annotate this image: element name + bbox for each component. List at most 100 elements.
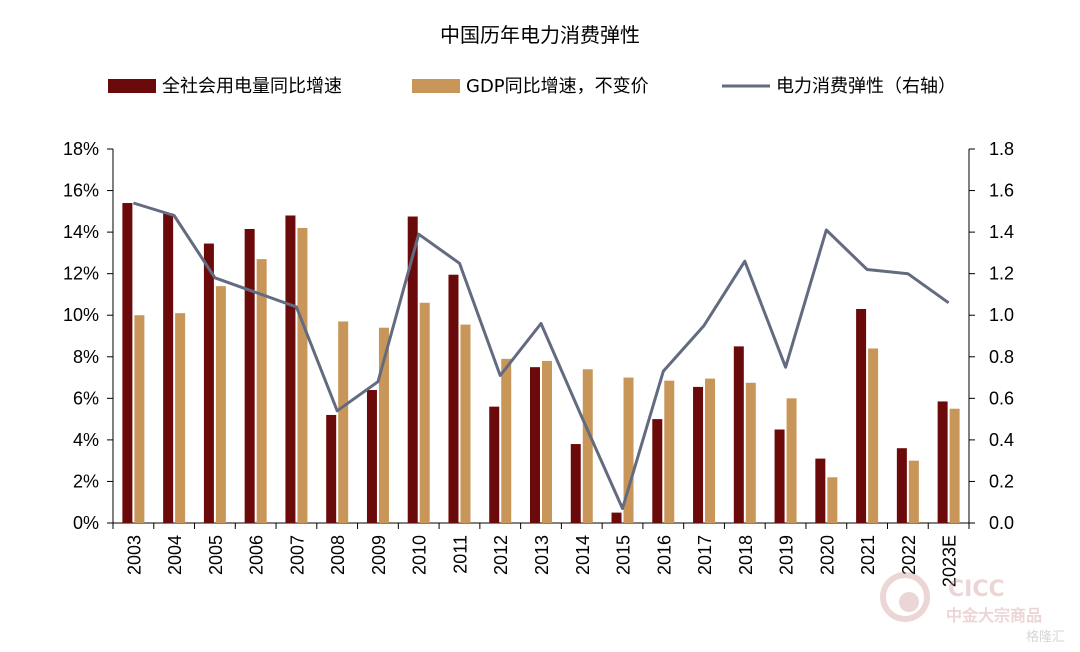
right-axis-tick-label: 1.4	[989, 222, 1014, 242]
cicc-logo-icon	[880, 572, 930, 622]
bar-electricity-2016	[652, 419, 663, 523]
bar-electricity-2014	[570, 444, 581, 523]
x-axis-label-2006: 2006	[247, 535, 267, 575]
left-axis-tick-label: 2%	[73, 471, 99, 491]
right-axis-tick-label: 1.2	[989, 264, 1014, 284]
bar-electricity-2018	[733, 346, 744, 523]
elasticity-line	[132, 201, 950, 510]
x-axis-label-2010: 2010	[410, 535, 430, 575]
bar-gdp-2005	[215, 286, 226, 523]
x-axis-label-2023E: 2023E	[940, 535, 960, 587]
bar-gdp-2020	[827, 477, 838, 523]
x-axis-label-2017: 2017	[695, 535, 715, 575]
bar-electricity-2003	[122, 203, 133, 523]
watermark-cicc: CICC	[948, 577, 1005, 602]
left-axis-tick-label: 4%	[73, 430, 99, 450]
bar-gdp-2015	[623, 377, 634, 523]
x-axis-label-2009: 2009	[369, 535, 389, 575]
x-axis-label-2007: 2007	[287, 535, 307, 575]
bar-electricity-2022	[896, 448, 907, 523]
left-axis-tick-label: 6%	[73, 388, 99, 408]
x-axis-label-2022: 2022	[899, 535, 919, 575]
axes: 0% 2% 4% 6% 8% 10% 12% 14% 16% 18% 0.0 0.2 0.4 0.6 0.8…	[63, 139, 1014, 533]
x-axis-label-2021: 2021	[858, 535, 878, 575]
x-axis-label-2008: 2008	[328, 535, 348, 575]
legend: 全社会用电量同比增速 GDP同比增速，不变价 电力消费弹性（右轴）	[108, 76, 956, 97]
bar-gdp-2004	[175, 313, 186, 523]
left-axis-tick-label: 18%	[63, 139, 99, 159]
right-axis-tick-label: 0.0	[989, 513, 1014, 533]
bar-gdp-2022	[908, 460, 919, 523]
right-axis-tick-label: 0.6	[989, 388, 1014, 408]
legend-swatch-electricity	[108, 79, 156, 93]
left-axis-tick-label: 0%	[73, 513, 99, 533]
right-axis-tick-label: 0.8	[989, 347, 1014, 367]
x-axis-label-2015: 2015	[614, 535, 634, 575]
bars	[122, 203, 960, 524]
chart-title: 中国历年电力消费弹性	[440, 23, 640, 47]
bar-electricity-2019	[774, 429, 785, 523]
x-axis-label-2005: 2005	[206, 535, 226, 575]
cicc-logo-dot-icon	[899, 592, 919, 612]
bar-gdp-2023E	[949, 408, 960, 523]
x-axis-label-2013: 2013	[532, 535, 552, 575]
x-axis-label-2016: 2016	[654, 535, 674, 575]
bar-gdp-2010	[419, 302, 430, 523]
x-axis-label-2018: 2018	[736, 535, 756, 575]
bar-gdp-2012	[501, 358, 512, 523]
left-axis-tick-label: 12%	[63, 264, 99, 284]
watermark: CICC 中金大宗商品 格隆汇	[880, 572, 1065, 645]
bar-gdp-2018	[745, 382, 756, 523]
x-axis-label-2014: 2014	[573, 535, 593, 575]
left-axis-tick-label: 14%	[63, 222, 99, 242]
bar-electricity-2013	[530, 367, 540, 523]
legend-label-gdp: GDP同比增速，不变价	[466, 76, 649, 97]
bar-gdp-2019	[786, 398, 797, 523]
x-axis-label-2012: 2012	[491, 535, 511, 575]
bar-electricity-2005	[203, 243, 214, 524]
bar-gdp-2017	[705, 378, 716, 523]
bar-electricity-2008	[326, 414, 337, 523]
right-axis-tick-label: 1.8	[989, 139, 1014, 159]
bar-electricity-2009	[366, 390, 377, 523]
left-axis-tick-label: 8%	[73, 347, 99, 367]
bar-gdp-2011	[460, 324, 471, 523]
watermark-subtitle: 中金大宗商品	[946, 606, 1042, 625]
bar-electricity-2020	[815, 458, 826, 523]
left-axis-tick-label: 16%	[63, 181, 99, 201]
bar-electricity-2010	[407, 216, 418, 523]
x-axis-label-2003: 2003	[124, 535, 144, 575]
bar-gdp-2016	[664, 380, 675, 523]
bar-gdp-2014	[582, 369, 593, 523]
right-axis-tick-label: 1.6	[989, 181, 1014, 201]
x-axis-label-2011: 2011	[451, 535, 471, 574]
bar-electricity-2011	[448, 274, 459, 523]
bar-electricity-2006	[244, 228, 255, 523]
bar-electricity-2015	[611, 512, 622, 523]
bar-electricity-2012	[489, 406, 500, 523]
right-axis-tick-label: 1.0	[989, 305, 1014, 325]
bar-electricity-2017	[693, 386, 704, 523]
bar-electricity-2004	[163, 213, 174, 523]
bar-gdp-2007	[297, 227, 308, 523]
bar-gdp-2008	[338, 321, 349, 523]
watermark-glh: 格隆汇	[1026, 629, 1065, 645]
bar-gdp-2003	[134, 315, 145, 523]
bar-electricity-2023E	[937, 401, 948, 523]
right-axis-tick-label: 0.2	[989, 471, 1014, 491]
bar-electricity-2007	[285, 215, 296, 523]
bar-gdp-2006	[256, 259, 267, 523]
legend-label-elasticity: 电力消费弹性（右轴）	[776, 76, 956, 97]
x-axis-label-2019: 2019	[777, 535, 797, 575]
x-axis-labels: 2003 2004 2005 2006 2007 2008 2009 2010 2011 2012…	[124, 535, 959, 587]
x-axis-label-2004: 2004	[165, 535, 185, 575]
bar-gdp-2013	[542, 360, 552, 523]
bar-electricity-2021	[856, 308, 867, 523]
bar-gdp-2021	[868, 348, 879, 523]
legend-label-electricity: 全社会用电量同比增速	[162, 76, 342, 97]
left-axis-tick-label: 10%	[63, 305, 99, 325]
elasticity-line-group	[132, 201, 950, 510]
right-axis-tick-label: 0.4	[989, 430, 1014, 450]
x-axis-label-2020: 2020	[817, 535, 837, 575]
